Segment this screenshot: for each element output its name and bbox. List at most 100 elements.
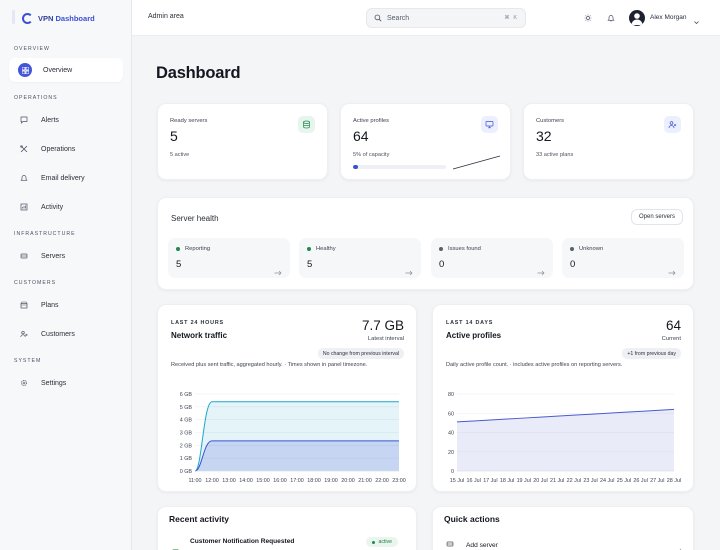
card-big-value: 64 <box>665 318 681 333</box>
user-name[interactable]: Alex Morgan <box>650 14 687 21</box>
sidebar-item-email-delivery[interactable]: Email delivery <box>9 166 123 190</box>
tools-icon <box>18 143 30 155</box>
sidebar-item-label: Activity <box>41 203 64 211</box>
x-tick-label: 24 Jul <box>600 478 614 484</box>
tile-value: 0 <box>570 259 576 270</box>
brand-accent <box>12 10 15 24</box>
brand-accent-text: Dashboard <box>55 13 95 23</box>
card-eyebrow: LAST 24 HOURS <box>171 320 224 326</box>
bell-icon <box>18 172 30 184</box>
add-server-action[interactable]: Add server <box>446 540 498 550</box>
sidebar-item-label: Settings <box>41 379 67 387</box>
tile-label: Healthy <box>316 246 336 252</box>
x-tick-label: 15:00 <box>256 478 270 484</box>
x-tick-label: 25 Jul <box>617 478 631 484</box>
package-icon <box>18 299 30 311</box>
network-traffic-card: LAST 24 HOURS Network traffic 7.7 GB Lat… <box>157 304 417 492</box>
series-area <box>195 440 399 471</box>
stat-card-ready-servers: Ready servers 5 5 active <box>157 103 328 180</box>
sidebar-item-label: Overview <box>43 66 73 74</box>
y-tick-label: 40 <box>448 431 454 437</box>
x-tick-label: 20 Jul <box>533 478 547 484</box>
card-big-sub: Current <box>661 336 681 342</box>
y-tick-label: 20 <box>448 450 454 456</box>
network-traffic-chart: 0 GB 1 GB 2 GB 3 GB 4 GB 5 GB 6 GB 11:00 12:00 13… <box>180 392 406 484</box>
document-icon <box>172 543 179 550</box>
search-icon <box>374 9 382 27</box>
sparkline <box>452 155 501 170</box>
status-dot <box>570 247 574 251</box>
x-tick-label: 13:00 <box>222 478 236 484</box>
y-tick-label: 60 <box>448 411 454 417</box>
sidebar-item-label: Operations <box>41 145 76 153</box>
sidebar-item-customers[interactable]: Customers <box>9 322 123 346</box>
sidebar-item-settings[interactable]: Settings <box>9 371 123 395</box>
health-tile-issues-found[interactable]: Issues found 0 <box>431 238 553 278</box>
y-tick-label: 6 GB <box>180 392 193 398</box>
x-tick-label: 14:00 <box>239 478 253 484</box>
tile-label: Issues found <box>448 246 481 252</box>
theme-toggle-icon[interactable] <box>582 12 594 24</box>
series-line <box>194 401 399 472</box>
card-description-main: Daily active profile count. <box>446 362 509 368</box>
search-placeholder: Search <box>387 14 410 22</box>
health-tile-unknown[interactable]: Unknown 0 <box>562 238 684 278</box>
database-icon <box>298 116 315 133</box>
x-tick-label: 17:00 <box>290 478 304 484</box>
nav-section-operations: OPERATIONS <box>14 95 58 101</box>
search-input[interactable]: Search ⌘ K <box>366 8 526 28</box>
nav-section-system: SYSTEM <box>14 358 42 364</box>
card-description: Daily active profile count. · includes a… <box>446 362 623 368</box>
stat-card-customers: Customers 32 33 active plans <box>523 103 694 180</box>
sidebar-item-alerts[interactable]: Alerts <box>9 108 123 132</box>
sidebar-item-operations[interactable]: Operations <box>9 137 123 161</box>
open-servers-button[interactable]: Open servers <box>630 209 683 225</box>
topbar-title: Admin area <box>148 13 184 20</box>
tile-value: 5 <box>307 259 313 270</box>
sidebar-item-label: Customers <box>41 330 75 338</box>
x-tick-label: 21 Jul <box>550 478 564 484</box>
brand-name: VPN <box>38 13 54 23</box>
sidebar-item-label: Plans <box>41 301 59 309</box>
card-big-value: 7.7 GB <box>361 318 404 333</box>
card-title: Active profiles <box>446 331 502 340</box>
card-description-note: Times shown in panel timezone. <box>287 362 368 368</box>
stat-label: Active profiles <box>353 118 390 124</box>
sidebar: VPN Dashboard OVERVIEW Overview OPERATIO… <box>0 0 132 550</box>
sidebar-item-activity[interactable]: Activity <box>9 195 123 219</box>
stat-value: 64 <box>353 128 369 144</box>
x-tick-label: 18 Jul <box>500 478 514 484</box>
x-tick-label: 18:00 <box>307 478 321 484</box>
stat-value: 5 <box>170 128 178 144</box>
arrow-right-icon <box>274 263 282 281</box>
avatar[interactable] <box>629 10 645 26</box>
x-tick-label: 11:00 <box>188 478 201 484</box>
status-dot <box>307 247 311 251</box>
sidebar-item-plans[interactable]: Plans <box>9 293 123 317</box>
x-tick-label: 17 Jul <box>483 478 497 484</box>
capacity-progress-bar <box>353 165 446 169</box>
y-tick-label: 5 GB <box>180 405 193 411</box>
series-area <box>195 401 399 471</box>
change-badge: +1 from previous day <box>622 348 681 359</box>
status-badge-label: active <box>378 539 392 545</box>
brand[interactable]: VPN Dashboard <box>0 0 131 36</box>
x-tick-label: 16 Jul <box>466 478 480 484</box>
activity-item-title[interactable]: Customer Notification Requested <box>190 538 295 545</box>
brand-logo-icon <box>22 12 33 24</box>
sidebar-item-servers[interactable]: Servers <box>9 244 123 268</box>
series-line <box>194 440 399 472</box>
health-tile-healthy[interactable]: Healthy 5 <box>299 238 421 278</box>
card-big-sub: Latest interval <box>367 336 404 342</box>
x-tick-label: 23 Jul <box>583 478 597 484</box>
recent-activity-card: Recent activity Customer Notification Re… <box>157 506 417 550</box>
stat-value: 32 <box>536 128 552 144</box>
sidebar-item-label: Email delivery <box>41 174 85 182</box>
sidebar-item-overview[interactable]: Overview <box>9 58 123 82</box>
notification-bell-icon[interactable] <box>605 12 617 24</box>
chevron-down-icon[interactable] <box>693 13 700 31</box>
health-tile-reporting[interactable]: Reporting 5 <box>168 238 290 278</box>
x-tick-label: 19:00 <box>324 478 338 484</box>
chat-icon <box>18 114 30 126</box>
